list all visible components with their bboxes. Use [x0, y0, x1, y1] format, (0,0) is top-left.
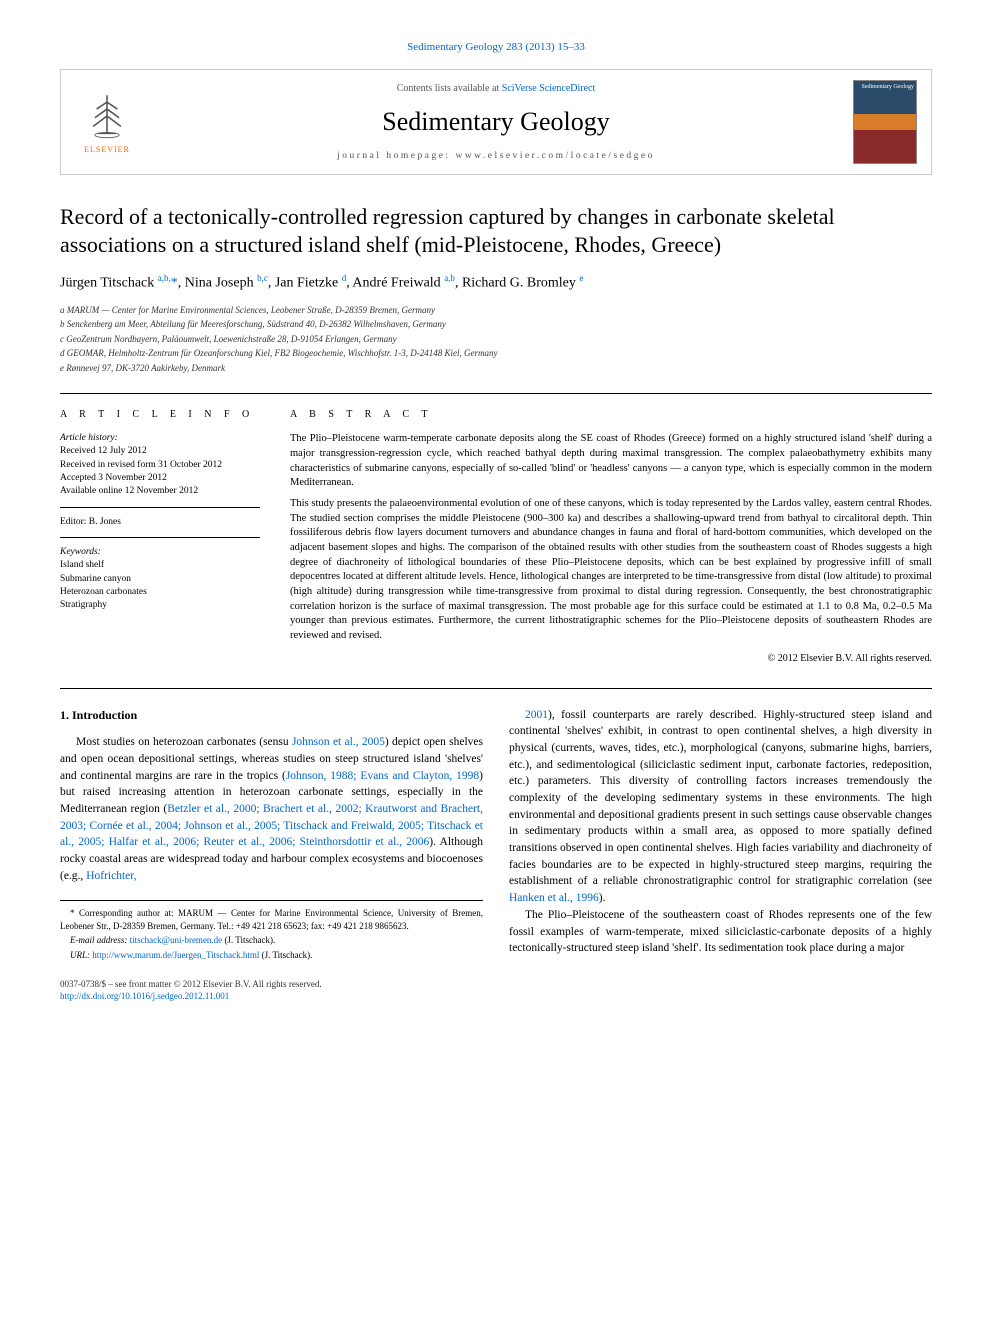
- corresponding-author-note: * Corresponding author at: MARUM — Cente…: [60, 907, 483, 932]
- editor-line: Editor: B. Jones: [60, 516, 260, 529]
- editor-block: Editor: B. Jones: [60, 516, 260, 538]
- citation-link[interactable]: Johnson, 1988; Evans and Clayton, 1998: [286, 770, 479, 782]
- affiliation-e: e Rønnevej 97, DK-3720 Aakirkeby, Denmar…: [60, 362, 932, 376]
- citation-link[interactable]: Hanken et al., 1996: [509, 892, 599, 904]
- history-accepted: Accepted 3 November 2012: [60, 472, 260, 485]
- keyword: Stratigraphy: [60, 599, 260, 612]
- journal-issue-link[interactable]: Sedimentary Geology 283 (2013) 15–33: [60, 40, 932, 55]
- history-received: Received 12 July 2012: [60, 445, 260, 458]
- elsevier-tree-icon: [81, 90, 133, 142]
- front-matter-line: 0037-0738/$ – see front matter © 2012 El…: [60, 978, 932, 991]
- body-column-left: 1. Introduction Most studies on heterozo…: [60, 707, 483, 964]
- keywords-label: Keywords:: [60, 546, 260, 559]
- affiliation-a: a MARUM — Center for Marine Environmenta…: [60, 304, 932, 318]
- keyword: Submarine canyon: [60, 573, 260, 586]
- elsevier-logo: ELSEVIER: [75, 86, 139, 158]
- affiliation-c: c GeoZentrum Nordbayern, Paläoumwelt, Lo…: [60, 333, 932, 347]
- url-line: URL: http://www.marum.de/Juergen_Titscha…: [60, 949, 483, 962]
- body-column-right: 2001), fossil counterparts are rarely de…: [509, 707, 932, 964]
- journal-name: Sedimentary Geology: [139, 104, 853, 140]
- info-abstract-row: A R T I C L E I N F O Article history: R…: [60, 393, 932, 666]
- email-line: E-mail address: titschack@uni-bremen.de …: [60, 934, 483, 947]
- footer: 0037-0738/$ – see front matter © 2012 El…: [60, 978, 932, 1003]
- body-paragraph: 2001), fossil counterparts are rarely de…: [509, 707, 932, 907]
- citation-link[interactable]: Johnson et al., 2005: [292, 736, 385, 748]
- author-list: Jürgen Titschack a,b,*, Nina Joseph b,c,…: [60, 272, 932, 293]
- abstract-heading: A B S T R A C T: [290, 408, 932, 422]
- keyword: Island shelf: [60, 559, 260, 572]
- article-history-block: Article history: Received 12 July 2012 R…: [60, 432, 260, 507]
- footnotes: * Corresponding author at: MARUM — Cente…: [60, 900, 483, 961]
- homepage-url[interactable]: www.elsevier.com/locate/sedgeo: [455, 151, 654, 161]
- keywords-block: Keywords: Island shelf Submarine canyon …: [60, 546, 260, 620]
- body-paragraph: Most studies on heterozoan carbonates (s…: [60, 734, 483, 884]
- history-label: Article history:: [60, 432, 260, 445]
- contents-line: Contents lists available at SciVerse Sci…: [139, 82, 853, 96]
- history-revised: Received in revised form 31 October 2012: [60, 459, 260, 472]
- email-link[interactable]: titschack@uni-bremen.de: [130, 935, 223, 945]
- journal-homepage: journal homepage: www.elsevier.com/locat…: [139, 150, 853, 163]
- affiliation-d: d GEOMAR, Helmholtz-Zentrum für Ozeanfor…: [60, 347, 932, 361]
- section-heading: 1. Introduction: [60, 707, 483, 724]
- abstract-p1: The Plio–Pleistocene warm-temperate carb…: [290, 432, 932, 491]
- journal-header-box: ELSEVIER Contents lists available at Sci…: [60, 69, 932, 175]
- doi-link[interactable]: http://dx.doi.org/10.1016/j.sedgeo.2012.…: [60, 991, 229, 1001]
- sciencedirect-link[interactable]: SciVerse ScienceDirect: [502, 83, 596, 94]
- abstract-column: A B S T R A C T The Plio–Pleistocene war…: [290, 408, 932, 666]
- section-divider: [60, 688, 932, 689]
- copyright-line: © 2012 Elsevier B.V. All rights reserved…: [290, 652, 932, 666]
- elsevier-label: ELSEVIER: [84, 144, 130, 155]
- affiliations: a MARUM — Center for Marine Environmenta…: [60, 304, 932, 376]
- body-paragraph: The Plio–Pleistocene of the southeastern…: [509, 907, 932, 957]
- affiliation-b: b Senckenberg am Meer, Abteilung für Mee…: [60, 318, 932, 332]
- abstract-text: The Plio–Pleistocene warm-temperate carb…: [290, 432, 932, 644]
- journal-cover-thumbnail: Sedimentary Geology: [853, 80, 917, 164]
- citation-link[interactable]: 2001: [525, 709, 548, 721]
- history-online: Available online 12 November 2012: [60, 485, 260, 498]
- keyword: Heterozoan carbonates: [60, 586, 260, 599]
- article-title: Record of a tectonically-controlled regr…: [60, 203, 932, 258]
- article-info-heading: A R T I C L E I N F O: [60, 408, 260, 422]
- abstract-p2: This study presents the palaeoenvironmen…: [290, 497, 932, 644]
- header-center: Contents lists available at SciVerse Sci…: [139, 82, 853, 164]
- article-info-column: A R T I C L E I N F O Article history: R…: [60, 408, 260, 666]
- citation-link[interactable]: Hofrichter,: [86, 870, 136, 882]
- body-columns: 1. Introduction Most studies on heterozo…: [60, 707, 932, 964]
- author-url-link[interactable]: http://www.marum.de/Juergen_Titschack.ht…: [92, 950, 259, 960]
